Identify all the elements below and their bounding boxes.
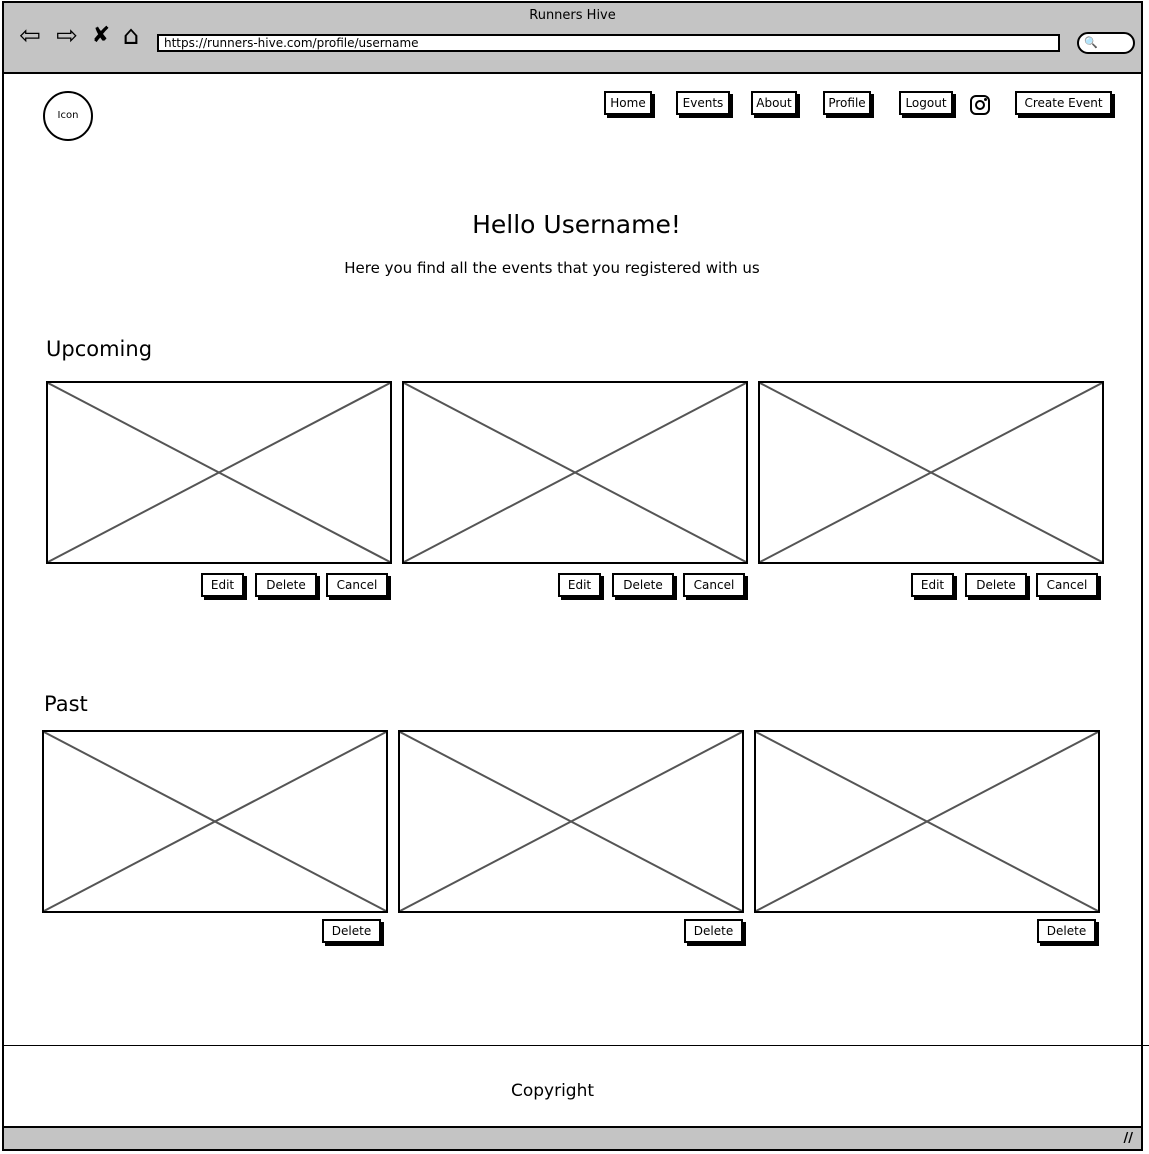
upcoming-event-image[interactable]	[46, 381, 392, 564]
instagram-icon[interactable]	[970, 95, 990, 115]
delete-event-button[interactable]: Delete	[255, 573, 317, 597]
address-bar[interactable]: https://runners-hive.com/profile/usernam…	[157, 34, 1060, 52]
footer-divider	[2, 1045, 1149, 1046]
upcoming-section-title: Upcoming	[46, 337, 153, 361]
page-title: Hello Username!	[472, 210, 681, 239]
search-icon: 🔍	[1084, 36, 1098, 49]
resize-grip-icon[interactable]: //	[1123, 1131, 1134, 1146]
footer-copyright: Copyright	[510, 1081, 595, 1101]
past-section-title: Past	[44, 692, 88, 716]
delete-event-button[interactable]: Delete	[965, 573, 1027, 597]
cancel-registration-button[interactable]: Cancel	[683, 573, 745, 597]
image-placeholder-icon	[48, 383, 390, 562]
nav-home-button[interactable]: Home	[604, 91, 652, 115]
image-placeholder-icon	[756, 732, 1098, 911]
image-placeholder-icon	[404, 383, 746, 562]
image-placeholder-icon	[44, 732, 386, 911]
instagram-icon-dot	[984, 98, 987, 101]
window-title: Runners Hive	[529, 8, 616, 23]
delete-event-button[interactable]: Delete	[322, 919, 381, 943]
site-logo[interactable]: Icon	[43, 91, 93, 141]
delete-event-button[interactable]: Delete	[612, 573, 674, 597]
upcoming-event-image[interactable]	[758, 381, 1104, 564]
upcoming-event-image[interactable]	[402, 381, 748, 564]
nav-profile-button[interactable]: Profile	[823, 91, 871, 115]
stop-icon[interactable]: ✘	[91, 23, 111, 48]
delete-event-button[interactable]: Delete	[1037, 919, 1096, 943]
browser-statusbar: //	[4, 1126, 1141, 1149]
cancel-registration-button[interactable]: Cancel	[326, 573, 388, 597]
create-event-button[interactable]: Create Event	[1015, 91, 1112, 115]
past-event-image[interactable]	[398, 730, 744, 913]
home-icon[interactable]: ⌂	[122, 21, 140, 51]
past-event-image[interactable]	[754, 730, 1100, 913]
edit-event-button[interactable]: Edit	[201, 573, 244, 597]
back-arrow-icon[interactable]: ⇦	[19, 21, 41, 51]
nav-about-button[interactable]: About	[751, 91, 797, 115]
browser-search-field[interactable]: 🔍	[1077, 32, 1135, 54]
browser-titlebar: Runners Hive ⇦ ⇨ ✘ ⌂ https://runners-hiv…	[4, 3, 1141, 74]
cancel-registration-button[interactable]: Cancel	[1036, 573, 1098, 597]
page-subtitle: Here you find all the events that you re…	[344, 259, 760, 277]
instagram-icon-ring	[975, 100, 985, 110]
edit-event-button[interactable]: Edit	[911, 573, 954, 597]
edit-event-button[interactable]: Edit	[558, 573, 601, 597]
image-placeholder-icon	[400, 732, 742, 911]
forward-arrow-icon[interactable]: ⇨	[56, 21, 78, 51]
nav-logout-button[interactable]: Logout	[899, 91, 953, 115]
image-placeholder-icon	[760, 383, 1102, 562]
nav-events-button[interactable]: Events	[676, 91, 730, 115]
delete-event-button[interactable]: Delete	[684, 919, 743, 943]
past-event-image[interactable]	[42, 730, 388, 913]
